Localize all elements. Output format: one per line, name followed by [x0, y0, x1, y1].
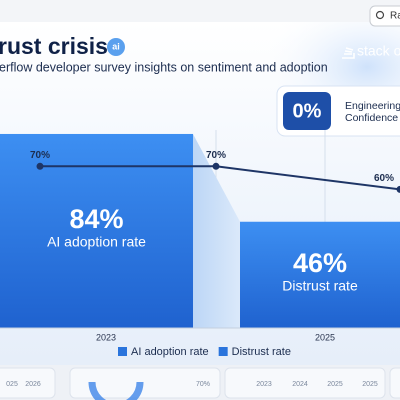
trend-label: 70%	[30, 150, 50, 161]
stat-card-badge	[283, 92, 331, 130]
footer-label: 2025	[327, 381, 343, 388]
footer-label: 2023	[256, 381, 272, 388]
plot: 84%AI adoption rate 46%Distrust rate 2023 2…	[0, 133, 400, 342]
search-box[interactable]	[369, 5, 400, 27]
bar-bridge	[193, 133, 240, 328]
trend-label: 60%	[374, 173, 394, 184]
stat-value: 0%	[293, 100, 322, 122]
legend-label: AI adoption rate	[131, 346, 209, 358]
footer-label: 2024	[292, 381, 308, 388]
subtitle: erflow developer survey insights on sent…	[0, 60, 328, 74]
search-text[interactable]: Ra	[390, 11, 400, 22]
trend-point	[212, 162, 220, 170]
trend-point	[36, 162, 44, 170]
logo: stack ove	[342, 43, 400, 59]
ai-badge-text: ai	[112, 41, 120, 51]
footer-label: 2025	[362, 381, 378, 388]
search-icon	[375, 10, 385, 20]
footer-label: 025	[6, 381, 18, 388]
footer-label: 70%	[196, 381, 210, 388]
logo-icon	[342, 47, 355, 59]
footer-card	[69, 367, 221, 399]
stat-label: Confidence	[345, 112, 398, 124]
footer-card	[0, 367, 56, 399]
logo-text: stack ove	[357, 43, 400, 59]
bar-series-label: AI adoption rate	[47, 234, 146, 250]
legend-label: Distrust rate	[232, 346, 291, 358]
bar-series-label: Distrust rate	[282, 278, 358, 294]
footer-label: 2026	[25, 381, 41, 388]
legend-swatch	[218, 347, 228, 356]
x-tick-label: 2025	[315, 332, 335, 342]
trend-label: 70%	[206, 150, 226, 161]
footer: 025 2026 70% 2023 2024 2025 2025	[6, 381, 378, 388]
bar-value-label: 46%	[293, 248, 347, 278]
trend-point	[396, 185, 400, 193]
legend: AI adoption rate Distrust rate	[118, 346, 291, 358]
title: rust crisis	[0, 33, 108, 59]
ai-badge	[107, 38, 125, 56]
footer-gauge	[88, 381, 144, 400]
legend-swatch	[118, 347, 127, 356]
footer-card	[224, 367, 386, 399]
bar-value-label: 84%	[69, 204, 123, 234]
footer-card	[389, 367, 400, 399]
x-tick-label: 2023	[96, 332, 116, 342]
bar	[240, 221, 400, 328]
stat-label: Engineering l	[345, 100, 400, 112]
